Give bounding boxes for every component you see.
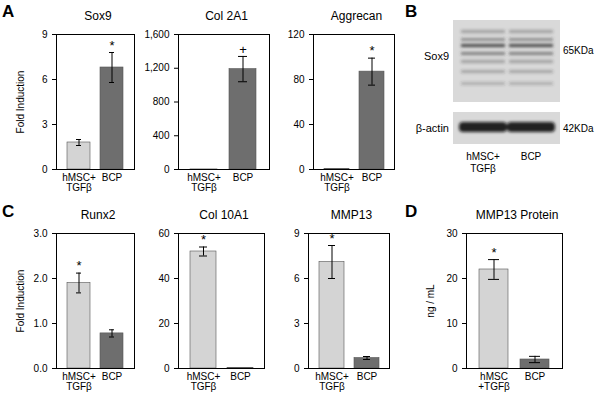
svg-text:80: 80 <box>293 74 305 85</box>
svg-text:400: 400 <box>153 130 170 141</box>
svg-text:40: 40 <box>293 119 305 130</box>
svg-text:6: 6 <box>294 273 300 284</box>
svg-text:hMSC+TGFβ: hMSC+TGFβ <box>466 151 500 174</box>
svg-text:hMSC+TGFβ: hMSC+TGFβ <box>320 172 354 193</box>
html-text:Sox9: Sox9 <box>84 9 112 23</box>
svg-text:+: + <box>239 42 247 57</box>
svg-text:Sox9: Sox9 <box>424 50 449 62</box>
svg-text:9: 9 <box>294 228 300 239</box>
svg-text:0: 0 <box>164 363 170 374</box>
html-text:Col 2A1: Col 2A1 <box>205 9 248 23</box>
svg-text:30: 30 <box>446 228 458 239</box>
svg-text:2.0: 2.0 <box>34 273 48 284</box>
svg-text:*: * <box>109 38 114 53</box>
html-text:D: D <box>405 202 418 221</box>
svg-text:ng / mL: ng / mL <box>425 284 436 318</box>
svg-text:Fold Induction: Fold Induction <box>15 270 26 333</box>
svg-text:0: 0 <box>452 363 458 374</box>
html-text:C: C <box>2 202 15 221</box>
svg-text:β-actin: β-actin <box>416 122 449 134</box>
svg-text:40: 40 <box>158 273 170 284</box>
svg-text:BCP: BCP <box>521 151 542 162</box>
svg-text:BCP: BCP <box>230 371 251 382</box>
html-text:MMP13 Protein: MMP13 Protein <box>475 208 559 222</box>
svg-text:Fold Induction: Fold Induction <box>15 71 26 134</box>
svg-text:BCP: BCP <box>233 172 254 183</box>
svg-text:0: 0 <box>299 164 305 175</box>
svg-text:800: 800 <box>153 96 170 107</box>
svg-text:0: 0 <box>42 164 48 175</box>
svg-text:1,600: 1,600 <box>144 29 169 40</box>
svg-text:0: 0 <box>294 363 300 374</box>
svg-text:*: * <box>329 231 334 246</box>
html-text:Runx2: Runx2 <box>80 208 116 222</box>
html-text:B: B <box>405 2 418 21</box>
svg-text:0: 0 <box>164 164 170 175</box>
html-text:Col 10A1: Col 10A1 <box>199 208 249 222</box>
html-text:A: A <box>2 2 15 21</box>
svg-text:*: * <box>369 43 374 58</box>
svg-text:3: 3 <box>294 318 300 329</box>
svg-text:BCP: BCP <box>362 172 383 183</box>
svg-text:60: 60 <box>158 228 170 239</box>
svg-text:20: 20 <box>158 318 170 329</box>
svg-text:*: * <box>491 245 496 260</box>
svg-text:hMSC+TGFβ: hMSC+TGFβ <box>187 371 221 392</box>
svg-text:20: 20 <box>446 273 458 284</box>
svg-text:BCP: BCP <box>102 172 123 183</box>
svg-text:6: 6 <box>42 74 48 85</box>
svg-text:hMSC+TGFβ: hMSC+TGFβ <box>62 172 96 193</box>
svg-text:hMSC+TGFβ: hMSC+TGFβ <box>187 172 221 193</box>
svg-text:9: 9 <box>42 29 48 40</box>
svg-text:10: 10 <box>446 318 458 329</box>
svg-text:hMSC+TGFβ: hMSC+TGFβ <box>478 371 510 392</box>
html-text:Aggrecan: Aggrecan <box>330 9 383 23</box>
svg-text:3: 3 <box>42 119 48 130</box>
svg-text:*: * <box>76 258 81 273</box>
svg-text:3.0: 3.0 <box>34 228 48 239</box>
svg-text:hMSC+TGFβ: hMSC+TGFβ <box>315 371 349 392</box>
svg-text:BCP: BCP <box>525 371 546 382</box>
svg-text:1,200: 1,200 <box>144 62 169 73</box>
svg-text:120: 120 <box>288 29 305 40</box>
svg-text:hMSC+TGFβ: hMSC+TGFβ <box>62 371 96 392</box>
svg-text:0.0: 0.0 <box>34 363 48 374</box>
html-text:MMP13: MMP13 <box>330 208 373 222</box>
svg-text:BCP: BCP <box>357 371 378 382</box>
svg-text:42KDa: 42KDa <box>563 123 594 134</box>
svg-text:*: * <box>201 232 206 247</box>
svg-text:65KDa: 65KDa <box>563 45 594 56</box>
svg-text:1.0: 1.0 <box>34 318 48 329</box>
svg-text:BCP: BCP <box>102 371 123 382</box>
